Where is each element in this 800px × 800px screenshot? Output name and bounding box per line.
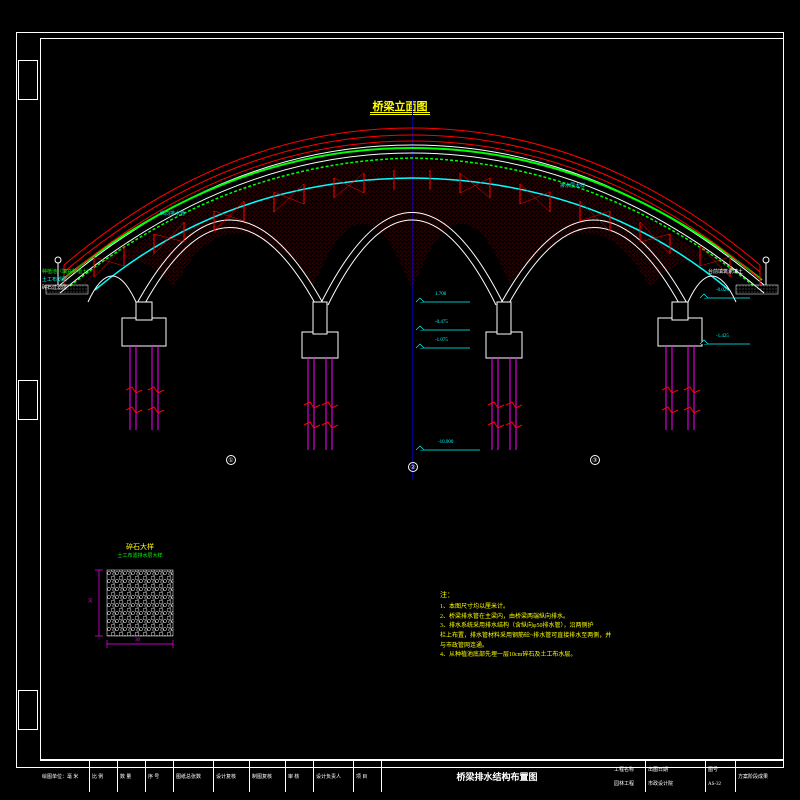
tb-total: 图纸总张数 xyxy=(174,761,214,792)
tb-proj: 项 目 xyxy=(354,761,382,792)
note-3c: 与市政管网连通。 xyxy=(440,642,740,652)
tb-scale: 比 例 xyxy=(90,761,118,792)
tb-check2: 制图复核 xyxy=(250,761,286,792)
tb-drawing-title: 桥梁排水结构布置图 xyxy=(382,761,612,792)
tb-date-label: 出图日期 xyxy=(648,766,703,773)
detail-gravel: 碎石大样 土工布滤排水层大样 30 30 xyxy=(95,560,185,650)
tb-qty: 数 量 xyxy=(118,761,146,792)
tb-sheet-label: 图号 xyxy=(708,766,733,773)
tb-proj-label: 园林工程 xyxy=(614,780,643,787)
tb-sheet: AS-32 xyxy=(708,782,733,787)
pier-num-3: ③ xyxy=(590,455,600,465)
detail-subtitle: 土工布滤排水层大样 xyxy=(95,552,185,559)
tb-lead: 设计负责人 xyxy=(314,761,354,792)
tb-review: 审 核 xyxy=(286,761,314,792)
label-drain-layer: 排水层大样 xyxy=(560,182,585,189)
note-4: 4、从种植池底部先埋一层10cm碎石及土工布水层。 xyxy=(440,651,740,661)
tb-eng-label: 工程名称 xyxy=(614,766,643,773)
label-geotextile: 土工布滤层 xyxy=(42,276,67,283)
pier-num-1: ① xyxy=(226,455,236,465)
tb-seq: 序 号 xyxy=(146,761,174,792)
notes-title: 注： xyxy=(440,590,740,601)
note-3b: 栏上布置，排水管材料采用钢筋砼~排水管可直接排水至两侧，并 xyxy=(440,632,740,642)
detail-dim-w: 30 xyxy=(135,638,140,643)
detail-title: 碎石大样 xyxy=(95,542,185,552)
detail-svg xyxy=(95,560,185,650)
label-drain-pipe: 纵向排水管 xyxy=(160,210,185,217)
tb-stage: 方案阶段成果 xyxy=(738,773,782,780)
note-3: 3、排水系统采用排水结构（含纵向φ50排水管），沿两侧护 xyxy=(440,622,740,632)
elev-6: -1.425 xyxy=(716,334,729,339)
side-tab-2 xyxy=(18,380,38,420)
drawing-area: 1.700 -0.475 -1.075 -10.900 -0.025 -1.42… xyxy=(40,90,784,490)
label-gravel: 碎石过滤层 xyxy=(42,284,67,291)
side-tab-1 xyxy=(18,60,38,100)
elev-3: -1.075 xyxy=(435,338,448,343)
label-plant-left: 种植池（填充种植土） xyxy=(42,268,92,275)
pier-num-2: ② xyxy=(408,462,418,472)
notes-block: 注： 1、本图尺寸均以厘米计。 2、桥梁排水管在主梁内，由桥梁两端纵向排水。 3… xyxy=(440,590,740,661)
note-1: 1、本图尺寸均以厘米计。 xyxy=(440,603,740,613)
side-tab-3 xyxy=(18,690,38,730)
tb-unit: 绘图单位：毫 米 xyxy=(40,761,90,792)
titleblock: 绘图单位：毫 米 比 例 数 量 序 号 图纸总张数 设计复核 制图复核 审 核… xyxy=(40,760,784,792)
detail-dim-h: 30 xyxy=(89,598,94,603)
elev-4: -10.900 xyxy=(438,440,453,445)
bridge-svg xyxy=(40,90,784,490)
label-approach-right: 台前填筑素填土 xyxy=(708,268,743,275)
tb-check1: 设计复核 xyxy=(214,761,250,792)
elev-1: 1.700 xyxy=(435,292,446,297)
elev-5: -0.025 xyxy=(716,288,729,293)
note-2: 2、桥梁排水管在主梁内，由桥梁两端纵向排水。 xyxy=(440,613,740,623)
tb-company: 市政设计院 xyxy=(648,780,703,787)
elev-2: -0.475 xyxy=(435,320,448,325)
